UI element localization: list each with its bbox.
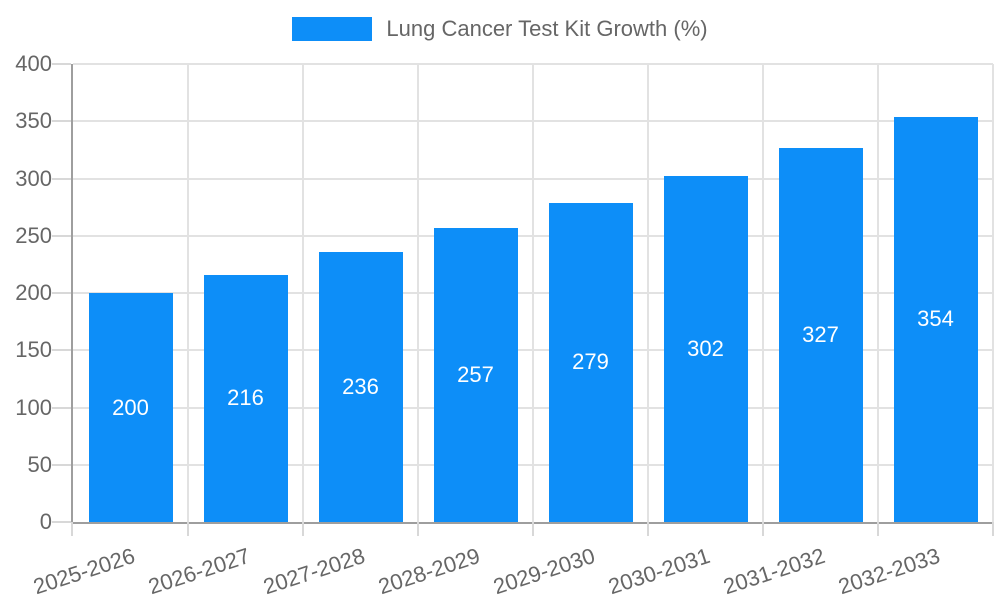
y-tick-mark bbox=[52, 120, 71, 123]
y-tick-label: 200 bbox=[15, 280, 52, 305]
bar[interactable]: 216 bbox=[203, 274, 288, 522]
x-gridline bbox=[992, 64, 994, 522]
x-tick-mark bbox=[762, 522, 764, 536]
y-tick-label: 250 bbox=[15, 222, 52, 248]
y-tick-mark bbox=[52, 406, 71, 409]
x-tick-mark bbox=[992, 522, 994, 536]
y-tick-mark bbox=[52, 234, 71, 237]
y-tick-label: 100 bbox=[15, 394, 52, 420]
y-tick-label: 150 bbox=[15, 337, 52, 363]
x-gridline bbox=[762, 64, 764, 522]
x-tick-mark bbox=[877, 522, 879, 536]
x-gridline bbox=[302, 64, 304, 522]
bar[interactable]: 354 bbox=[893, 116, 978, 522]
x-tick-label: 2026-2027 bbox=[145, 543, 254, 600]
bar[interactable]: 302 bbox=[663, 176, 748, 522]
x-tick-label: 2025-2026 bbox=[30, 543, 139, 600]
y-tick-mark bbox=[52, 292, 71, 294]
y-tick-mark bbox=[52, 349, 71, 352]
x-tick-label: 2027-2028 bbox=[260, 543, 369, 600]
bar-value-label: 236 bbox=[342, 373, 379, 399]
bar[interactable]: 257 bbox=[433, 227, 518, 522]
x-tick-label: 2032-2033 bbox=[835, 543, 944, 600]
x-tick-label: 2030-2031 bbox=[605, 543, 714, 600]
bar[interactable]: 327 bbox=[778, 147, 863, 522]
chart-legend[interactable]: Lung Cancer Test Kit Growth (%) bbox=[0, 16, 1000, 42]
bar-value-label: 257 bbox=[457, 361, 494, 387]
x-tick-label: 2029-2030 bbox=[490, 543, 599, 600]
bar-value-label: 279 bbox=[572, 349, 609, 375]
bar-value-label: 200 bbox=[112, 394, 149, 420]
x-tick-mark bbox=[71, 522, 73, 536]
bar[interactable]: 200 bbox=[88, 293, 173, 522]
bar[interactable]: 279 bbox=[548, 202, 633, 522]
plot-area: 0 50 100 150 200 250 300 350 400 200 216 236 257 279 3… bbox=[15, 52, 994, 599]
x-tick-mark bbox=[302, 522, 304, 536]
y-tick-mark bbox=[52, 463, 71, 466]
y-tick-label: 350 bbox=[15, 108, 52, 134]
bar-value-label: 302 bbox=[687, 336, 724, 362]
y-tick-label: 400 bbox=[15, 51, 52, 76]
bar-value-label: 216 bbox=[227, 385, 264, 411]
x-gridline bbox=[187, 64, 189, 522]
x-tick-label: 2028-2029 bbox=[375, 543, 484, 600]
bar[interactable]: 236 bbox=[318, 251, 403, 522]
bar-value-label: 354 bbox=[917, 306, 954, 332]
x-tick-mark bbox=[532, 522, 534, 536]
x-tick-mark bbox=[187, 522, 189, 536]
bar-value-label: 327 bbox=[802, 321, 839, 347]
x-tick-mark bbox=[417, 522, 419, 536]
y-tick-label: 0 bbox=[39, 509, 52, 534]
y-tick-label: 50 bbox=[27, 451, 52, 477]
x-gridline bbox=[532, 64, 534, 522]
legend-swatch-icon bbox=[292, 17, 373, 41]
y-tick-mark bbox=[52, 177, 71, 180]
x-gridline bbox=[877, 64, 879, 522]
y-tick-mark bbox=[52, 63, 71, 65]
x-gridline bbox=[647, 64, 649, 522]
x-tick-label: 2031-2032 bbox=[720, 543, 829, 600]
x-gridline bbox=[417, 64, 419, 522]
legend-label: Lung Cancer Test Kit Growth (%) bbox=[386, 16, 708, 41]
x-tick-mark bbox=[647, 522, 649, 536]
y-tick-mark bbox=[52, 521, 71, 523]
y-tick-label: 300 bbox=[15, 165, 52, 191]
